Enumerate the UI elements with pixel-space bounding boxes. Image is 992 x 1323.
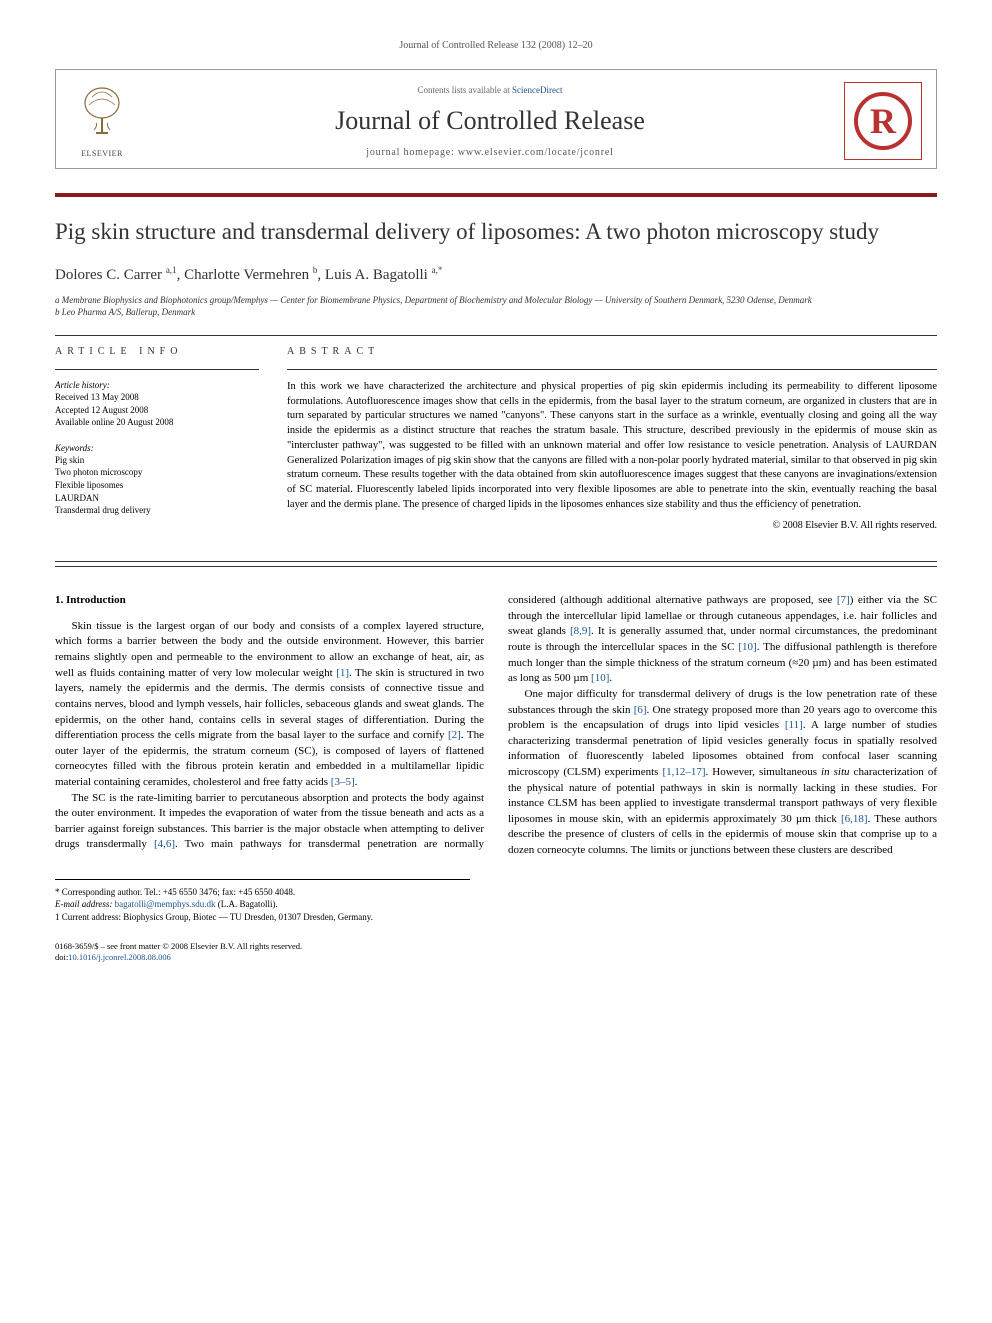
email-link[interactable]: bagatolli@memphys.sdu.dk bbox=[115, 899, 216, 909]
publisher-logo: ELSEVIER bbox=[56, 85, 136, 158]
doi-link[interactable]: 10.1016/j.jconrel.2008.08.006 bbox=[68, 952, 171, 962]
ref-7[interactable]: [7] bbox=[837, 594, 850, 606]
corresponding-footer: * Corresponding author. Tel.: +45 6550 3… bbox=[55, 879, 470, 924]
ref-1[interactable]: [1] bbox=[336, 667, 349, 679]
author-2: Charlotte Vermehren b bbox=[184, 267, 317, 283]
article-info-heading: article info bbox=[55, 336, 259, 369]
journal-homepage: journal homepage: www.elsevier.com/locat… bbox=[136, 147, 844, 158]
ref-6[interactable]: [6] bbox=[634, 704, 647, 716]
affiliations: a Membrane Biophysics and Biophotonics g… bbox=[55, 294, 937, 319]
affiliation-a: a Membrane Biophysics and Biophotonics g… bbox=[55, 294, 937, 307]
body-text: 1. Introduction Skin tissue is the large… bbox=[55, 593, 937, 858]
affiliation-b: b Leo Pharma A/S, Ballerup, Denmark bbox=[55, 306, 937, 319]
contents-available-prefix: Contents lists available at bbox=[418, 85, 512, 95]
journal-cover-thumb: R bbox=[844, 82, 922, 160]
contents-available: Contents lists available at ScienceDirec… bbox=[136, 85, 844, 95]
abstract-copyright: © 2008 Elsevier B.V. All rights reserved… bbox=[287, 520, 937, 531]
journal-masthead: ELSEVIER Contents lists available at Sci… bbox=[55, 69, 937, 169]
keyword-4: LAURDAN bbox=[55, 492, 259, 505]
keyword-2: Two photon microscopy bbox=[55, 466, 259, 479]
corresponding-mark[interactable]: * bbox=[438, 265, 443, 275]
email-line: E-mail address: bagatolli@memphys.sdu.dk… bbox=[55, 898, 470, 911]
ref-11[interactable]: [11] bbox=[785, 719, 803, 731]
bottom-bar: 0168-3659/$ – see front matter © 2008 El… bbox=[55, 941, 937, 963]
author-1: Dolores C. Carrer a,1 bbox=[55, 267, 177, 283]
ref-10b[interactable]: [10] bbox=[591, 672, 609, 684]
abstract-column: abstract In this work we have characteri… bbox=[287, 336, 937, 531]
paragraph-1: Skin tissue is the largest organ of our … bbox=[55, 619, 484, 791]
ref-1-12-17[interactable]: [1,12–17] bbox=[662, 766, 705, 778]
author-3: Luis A. Bagatolli a,* bbox=[325, 267, 442, 283]
article-title: Pig skin structure and transdermal deliv… bbox=[55, 217, 937, 247]
section-1-heading: 1. Introduction bbox=[55, 593, 484, 609]
keywords-label: Keywords: bbox=[55, 443, 259, 453]
front-matter-line: 0168-3659/$ – see front matter © 2008 El… bbox=[55, 941, 937, 952]
paragraph-3: One major difficulty for transdermal del… bbox=[508, 687, 937, 859]
ref-4-6[interactable]: [4,6] bbox=[154, 838, 175, 850]
history-received: Received 13 May 2008 bbox=[55, 391, 259, 404]
article-info-column: article info Article history: Received 1… bbox=[55, 336, 259, 531]
abstract-text: In this work we have characterized the a… bbox=[287, 370, 937, 512]
homepage-prefix: journal homepage: bbox=[366, 147, 458, 158]
ref-8-9[interactable]: [8,9] bbox=[570, 625, 591, 637]
ref-10[interactable]: [10] bbox=[738, 641, 756, 653]
publisher-label: ELSEVIER bbox=[68, 149, 136, 158]
history-label: Article history: bbox=[55, 380, 259, 390]
abstract-heading: abstract bbox=[287, 336, 937, 369]
keyword-3: Flexible liposomes bbox=[55, 479, 259, 492]
sciencedirect-link[interactable]: ScienceDirect bbox=[512, 85, 562, 95]
journal-title: Journal of Controlled Release bbox=[136, 106, 844, 136]
running-header: Journal of Controlled Release 132 (2008)… bbox=[55, 40, 937, 51]
ref-6-18[interactable]: [6,18] bbox=[841, 813, 868, 825]
elsevier-tree-icon bbox=[74, 85, 130, 141]
history-accepted: Accepted 12 August 2008 bbox=[55, 404, 259, 417]
authors: Dolores C. Carrer a,1, Charlotte Vermehr… bbox=[55, 265, 937, 284]
ref-3-5[interactable]: [3–5] bbox=[331, 776, 355, 788]
history-online: Available online 20 August 2008 bbox=[55, 416, 259, 429]
homepage-link[interactable]: www.elsevier.com/locate/jconrel bbox=[458, 147, 614, 158]
keyword-1: Pig skin bbox=[55, 454, 259, 467]
current-address: 1 Current address: Biophysics Group, Bio… bbox=[55, 911, 470, 924]
ref-2[interactable]: [2] bbox=[448, 729, 461, 741]
corr-author-line: * Corresponding author. Tel.: +45 6550 3… bbox=[55, 886, 470, 899]
title-rule bbox=[55, 193, 937, 197]
keyword-5: Transdermal drug delivery bbox=[55, 504, 259, 517]
doi-line: doi:10.1016/j.jconrel.2008.08.006 bbox=[55, 952, 937, 963]
